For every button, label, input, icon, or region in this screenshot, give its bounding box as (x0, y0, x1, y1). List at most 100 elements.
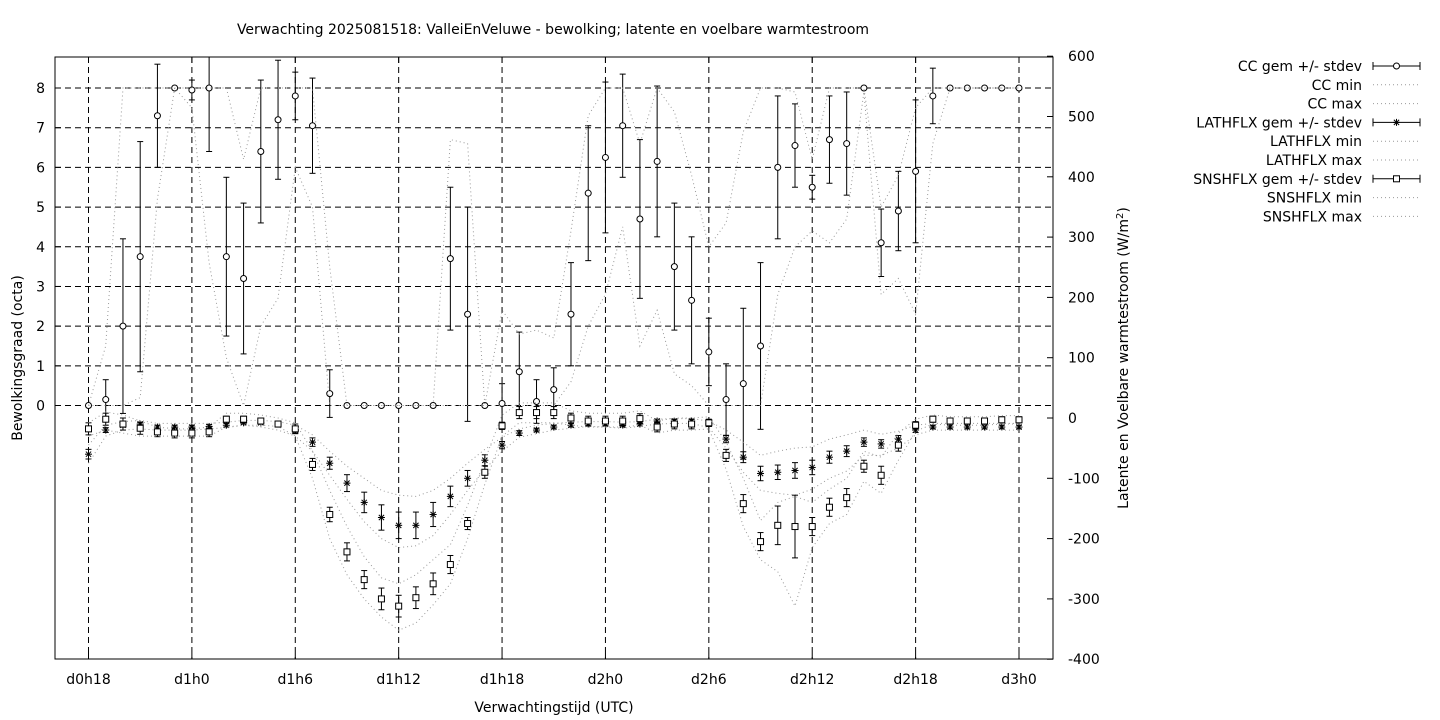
lathflx-gem-stdev-point (981, 423, 989, 431)
x-axis-title: Verwachtingstijd (UTC) (474, 700, 633, 716)
lathflx-gem-stdev-point (464, 474, 472, 482)
cc-gem-stdev-point (894, 207, 902, 215)
y-tick-label: 1 (36, 359, 45, 375)
cc-gem-stdev-point (309, 122, 317, 130)
lathflx-gem-stdev-point (946, 423, 954, 431)
lathflx-gem-stdev-point (1015, 423, 1023, 431)
x-tick-label: d1h12 (376, 672, 420, 688)
snshflx-gem-stdev-point (481, 468, 489, 476)
legend-label: SNSHFLX gem +/- stdev (1193, 172, 1362, 188)
snshflx-gem-stdev-point (825, 503, 833, 511)
snshflx-gem-stdev-point (326, 510, 334, 518)
snshflx-gem-stdev-point (619, 417, 627, 425)
lathflx-gem-stdev-point (963, 423, 971, 431)
cc-gem-stdev-point (395, 402, 403, 409)
lathflx-gem-stdev-point (377, 513, 385, 521)
snshflx-gem-stdev-point (412, 594, 420, 602)
snshflx-gem-stdev-point (981, 417, 989, 425)
cc-gem-stdev-point (808, 183, 816, 191)
snshflx-gem-stdev-point (1015, 416, 1023, 424)
cc-gem-stdev-point (653, 157, 661, 165)
cc-gem-stdev-point (136, 253, 144, 261)
cc-gem-stdev-point (619, 122, 627, 130)
plot-frame (54, 56, 1054, 660)
lathflx-gem-stdev-point (843, 447, 851, 455)
cc-gem-stdev-point (636, 215, 644, 223)
y-tick-label: 5 (36, 200, 45, 216)
cc-gem-stdev-point (912, 167, 920, 175)
snshflx-gem-stdev-point (860, 462, 868, 470)
snshflx-gem-stdev-point (240, 415, 248, 423)
snshflx-gem-stdev-point (343, 548, 351, 556)
legend-marker (1393, 62, 1400, 70)
snshflx-gem-stdev-series (85, 406, 1023, 618)
y-tick-label: 0 (36, 399, 45, 415)
snshflx-gem-stdev-point (688, 420, 696, 428)
lathflx-gem-stdev-point (825, 453, 833, 461)
lathflx-gem-stdev-point (998, 423, 1006, 431)
snshflx-gem-stdev-point (877, 471, 885, 479)
y-tick-label: 4 (36, 240, 45, 256)
snshflx-gem-stdev-point (222, 415, 230, 423)
cc-gem-stdev-point (498, 400, 506, 408)
lathflx-gem-stdev-point (774, 468, 782, 476)
cc-gem-stdev-point (567, 310, 575, 318)
snshflx-gem-stdev-point (291, 425, 299, 433)
y-tick-label: 6 (36, 160, 45, 176)
lathflx-gem-stdev-point (860, 438, 868, 446)
lathflx-gem-stdev-point (222, 421, 230, 429)
y-tick-label: 2 (36, 319, 45, 335)
snshflx-gem-stdev-point (274, 420, 282, 428)
cc-gem-stdev-point (705, 348, 713, 356)
cc-gem-stdev-point (102, 396, 110, 404)
y2-tick-label: -200 (1068, 532, 1100, 548)
x-tick-label: d1h0 (174, 672, 210, 688)
legend-marker (1393, 175, 1400, 183)
cc-gem-stdev-point (791, 142, 799, 150)
snshflx-gem-stdev-point (102, 415, 110, 423)
snshflx-gem-stdev-point (533, 409, 541, 417)
legend-label: LATHFLX min (1270, 134, 1362, 150)
snshflx-gem-stdev-point (360, 576, 368, 584)
cc-gem-stdev-point (481, 402, 489, 409)
y2-axis-title-end: ) (1116, 207, 1132, 212)
x-tick-label: d1h18 (480, 672, 524, 688)
y2-tick-label: -400 (1068, 652, 1100, 668)
cc-gem-stdev-point (601, 153, 609, 161)
y2-tick-label: 600 (1068, 49, 1095, 65)
lathflx-gem-stdev-point (309, 438, 317, 446)
snshflx-gem-stdev-point (567, 414, 575, 422)
axes: d0h18 d1h0 d1h6 d1h12 d1h18 d2h0 d2h6 d2h12 d2h1… (36, 49, 1100, 688)
legend-label: LATHFLX max (1266, 153, 1362, 169)
lathflx-gem-stdev-point (722, 435, 730, 443)
snshflx-gem-stdev-point (739, 500, 747, 508)
cc-gem-stdev-point (153, 112, 161, 120)
lathflx-gem-stdev-point (877, 440, 885, 448)
chart-title: Verwachting 2025081518: ValleiEnVeluwe -… (237, 22, 869, 38)
x-tick-label: d3h0 (1001, 672, 1037, 688)
lathflx-gem-stdev-point (515, 429, 523, 437)
snshflx-gem-stdev-point (894, 441, 902, 449)
lathflx-gem-stdev-point (360, 498, 368, 506)
snshflx-gem-stdev-point (636, 415, 644, 423)
y-tick-label: 7 (36, 121, 45, 137)
lathflx-gem-stdev-point (429, 510, 437, 518)
y-tick-label: 8 (36, 81, 45, 97)
y2-axis-title-superscript: 2 (1115, 213, 1126, 219)
lathflx-gem-stdev-point (412, 521, 420, 529)
snshflx-gem-stdev-point (171, 429, 179, 437)
cc-gem-stdev-point (446, 255, 454, 263)
cc-gem-stdev-point (326, 390, 334, 398)
lathflx-gem-stdev-point (395, 521, 403, 529)
snshflx-gem-stdev-point (963, 417, 971, 425)
lathflx-gem-stdev-point (85, 450, 92, 458)
snshflx-gem-stdev-point (722, 451, 730, 459)
y-tick-label: 3 (36, 279, 45, 295)
snshflx-gem-stdev-point (498, 422, 506, 430)
y2-tick-label: 100 (1068, 351, 1095, 367)
legend-label: CC max (1307, 97, 1362, 113)
snshflx-gem-stdev-point (464, 520, 472, 528)
cc-gem-stdev-point (774, 163, 782, 171)
x-tick-label: d2h12 (790, 672, 834, 688)
snshflx-gem-stdev-point (119, 420, 127, 428)
